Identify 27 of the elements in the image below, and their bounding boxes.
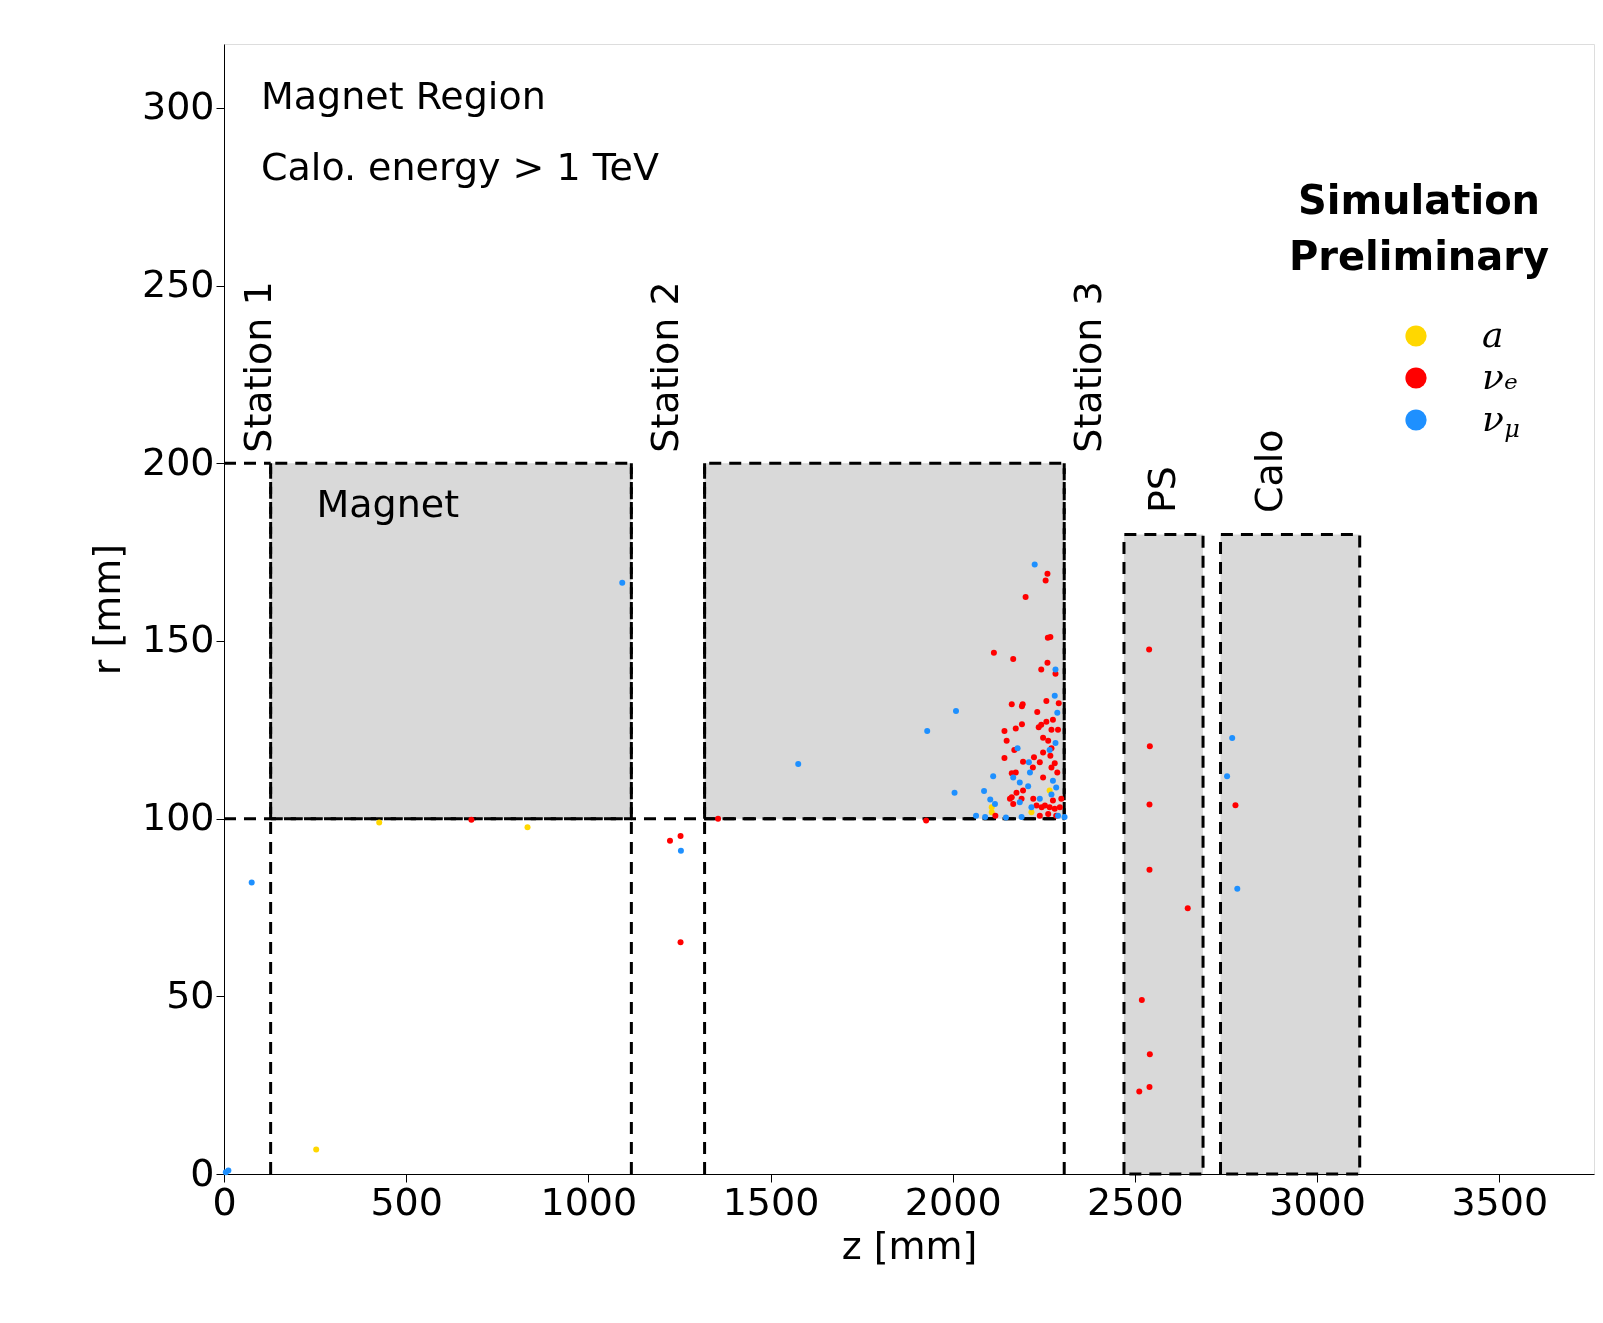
y-tick-label: 0 [190,1150,215,1195]
x-tick-label: 500 [370,1179,443,1224]
annotation: Magnet [316,481,460,526]
y-axis-title: r [mm] [84,543,129,676]
x-tick-label: 3500 [1451,1179,1549,1224]
annotation: Station 3 [1066,281,1111,453]
x-tick-label: 3000 [1269,1179,1366,1224]
annotation: Station 1 [236,281,281,453]
annotation: PS [1140,466,1185,514]
y-tick-label: 250 [141,262,215,307]
y-tick-label: 150 [141,617,215,662]
legend-label: νₑ [1482,356,1518,397]
annotation: Simulation Preliminary [1288,177,1550,279]
x-tick-label: 2500 [1087,1179,1184,1224]
legend-label: a [1482,314,1504,355]
x-tick-label: 1500 [722,1179,820,1224]
annotation: Magnet Region [261,74,546,118]
annotation: Calo [1247,429,1292,514]
y-tick-label: 200 [141,439,215,484]
x-tick-label: 2000 [904,1179,1002,1224]
annotation: Station 2 [642,281,687,453]
y-tick-label: 100 [141,795,215,840]
y-tick-label: 50 [166,972,215,1017]
x-tick-label: 1000 [540,1179,638,1224]
x-axis-title: z [mm] [841,1223,978,1268]
y-tick-label: 300 [141,84,215,129]
annotation: Calo. energy > 1 TeV [261,145,659,189]
